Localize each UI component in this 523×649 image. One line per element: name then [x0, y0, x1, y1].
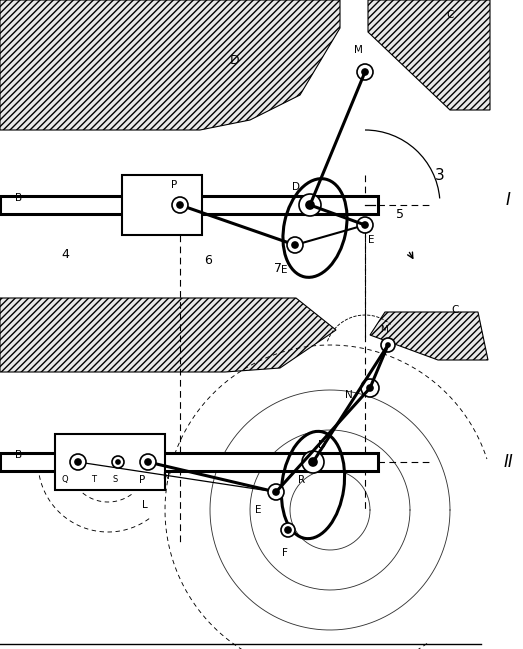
Text: S: S: [112, 475, 118, 484]
Circle shape: [177, 202, 183, 208]
Circle shape: [309, 458, 317, 466]
Circle shape: [112, 456, 124, 468]
Circle shape: [281, 523, 295, 537]
Circle shape: [145, 459, 151, 465]
Circle shape: [287, 237, 303, 253]
Bar: [0, 196, 378, 214]
Circle shape: [306, 201, 314, 209]
Bar: [0, 453, 378, 471]
Text: T: T: [92, 475, 97, 484]
Text: D: D: [230, 53, 240, 66]
Text: L: L: [142, 500, 148, 510]
Circle shape: [70, 454, 86, 470]
Text: II: II: [503, 453, 513, 471]
Text: 3: 3: [435, 167, 445, 182]
Bar: [122, 175, 202, 235]
Text: R: R: [298, 475, 305, 485]
Circle shape: [381, 338, 395, 352]
Circle shape: [292, 242, 298, 248]
Circle shape: [302, 451, 324, 473]
Text: C: C: [446, 10, 453, 20]
Text: E: E: [368, 235, 374, 245]
Text: M: M: [354, 45, 362, 55]
Circle shape: [357, 217, 373, 233]
Text: D: D: [318, 440, 326, 450]
Circle shape: [357, 64, 373, 80]
Text: 4: 4: [61, 249, 69, 262]
Text: D: D: [292, 182, 300, 192]
Text: M: M: [380, 326, 388, 334]
Circle shape: [362, 69, 368, 75]
Polygon shape: [0, 0, 340, 130]
Text: E: E: [256, 505, 262, 515]
Circle shape: [268, 484, 284, 500]
Circle shape: [140, 454, 156, 470]
Text: F: F: [282, 548, 288, 558]
Polygon shape: [370, 312, 488, 360]
Circle shape: [116, 460, 120, 464]
Text: 7: 7: [274, 262, 282, 275]
Circle shape: [273, 489, 279, 495]
Text: 6: 6: [204, 254, 212, 267]
Text: N': N': [162, 472, 171, 481]
Circle shape: [75, 459, 81, 465]
Circle shape: [299, 194, 321, 216]
Circle shape: [285, 527, 291, 533]
Circle shape: [367, 385, 373, 391]
Bar: [55, 434, 165, 490]
Text: P: P: [171, 180, 177, 190]
Text: P: P: [139, 475, 145, 485]
Text: B: B: [15, 193, 22, 203]
Polygon shape: [0, 298, 336, 372]
Text: B: B: [15, 450, 22, 460]
Text: C: C: [451, 305, 459, 315]
Circle shape: [362, 222, 368, 228]
Polygon shape: [368, 0, 490, 110]
Circle shape: [386, 343, 390, 347]
Text: E: E: [281, 265, 287, 275]
Text: 5: 5: [396, 208, 404, 221]
Circle shape: [172, 197, 188, 213]
Text: N: N: [345, 390, 353, 400]
Text: I: I: [506, 191, 510, 209]
Text: Q: Q: [62, 475, 69, 484]
Circle shape: [361, 379, 379, 397]
